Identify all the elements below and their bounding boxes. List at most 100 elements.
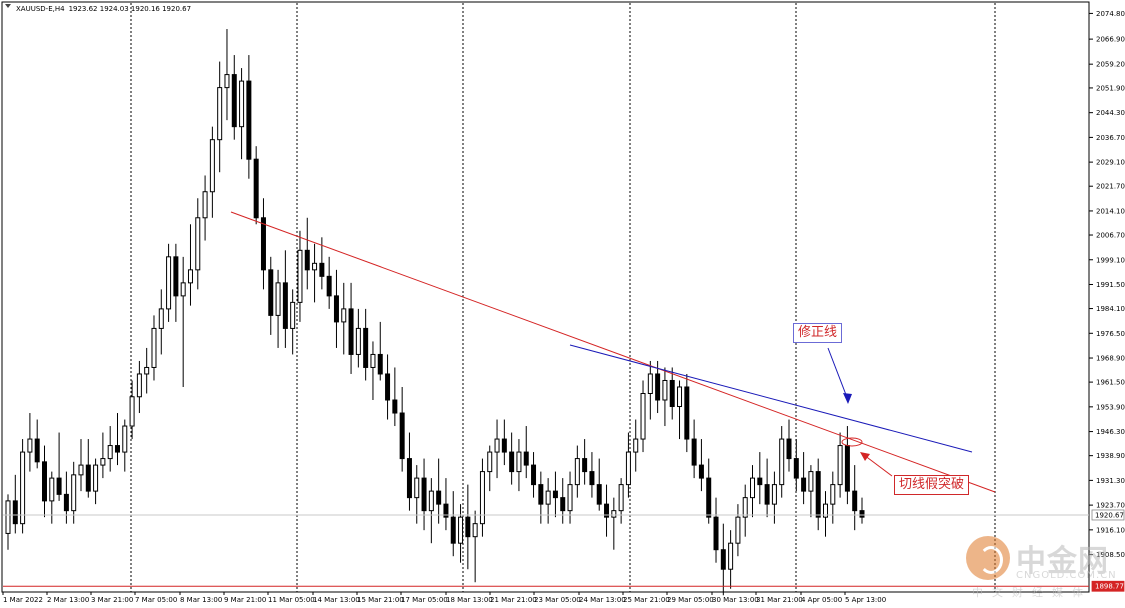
candle-body <box>655 373 661 401</box>
candle-body <box>173 256 179 297</box>
y-tick-label: 1923.70 <box>1096 502 1125 510</box>
candle-body <box>625 451 631 486</box>
candle-body <box>385 373 391 401</box>
candle-body <box>516 451 522 473</box>
candle-body <box>78 464 84 476</box>
header-symbol: XAUUSD-E,H4 <box>16 5 65 13</box>
candle-body <box>114 445 120 453</box>
candle-body <box>479 471 485 525</box>
candle-body <box>698 464 704 479</box>
candle-body <box>647 373 653 394</box>
candle-body <box>348 308 354 355</box>
candle-body <box>458 516 464 544</box>
candle-body <box>830 484 836 505</box>
x-tick-label: 7 Mar 05:00 <box>135 596 177 604</box>
y-tick-label: 1984.10 <box>1096 305 1125 313</box>
candle-body <box>662 379 668 401</box>
y-tick-label: 1953.90 <box>1096 403 1125 411</box>
candle-body <box>538 484 544 505</box>
false-breakout-label: 切线假突破 <box>894 475 970 495</box>
candle-body <box>509 451 515 473</box>
revision-arrow-head <box>843 393 852 404</box>
candle-body <box>779 438 785 486</box>
candle-body <box>472 523 478 538</box>
y-tick-label: 1916.10 <box>1096 526 1125 534</box>
y-tick-label: 1908.50 <box>1096 551 1125 559</box>
y-tick-label: 2021.70 <box>1096 183 1125 191</box>
candle-body <box>640 392 646 440</box>
candle-body <box>56 477 62 495</box>
candle-body <box>706 477 712 518</box>
candle-body <box>333 295 339 323</box>
candle-body <box>450 516 456 544</box>
x-tick-label: 15 Mar 21:00 <box>357 596 404 604</box>
candle-body <box>786 438 792 460</box>
header-ohlc: 1923.62 1924.03 1920.16 1920.67 <box>69 5 191 13</box>
x-tick-label: 29 Mar 05:00 <box>667 596 714 604</box>
candle-body <box>107 445 113 460</box>
candle-body <box>341 308 347 323</box>
candle-body <box>406 458 412 499</box>
candle-body <box>231 74 237 128</box>
candles <box>5 29 865 596</box>
candle-body <box>239 80 245 128</box>
candle-body <box>187 269 193 284</box>
candle-body <box>691 438 697 466</box>
watermark-brand: 中金网 <box>1016 544 1109 579</box>
candle-body <box>604 503 610 518</box>
candle-body <box>27 438 33 453</box>
candle-body <box>487 451 493 473</box>
y-tick-label: 1946.30 <box>1096 428 1125 436</box>
candle-body <box>764 484 770 505</box>
candle-body <box>312 262 318 271</box>
price-label-box <box>1091 580 1125 592</box>
candle-body <box>253 158 259 219</box>
candle-body <box>684 386 690 440</box>
candle-body <box>166 256 172 310</box>
x-tick-label: 9 Mar 21:00 <box>224 596 266 604</box>
candle-body <box>808 471 814 492</box>
candle-body <box>290 301 296 329</box>
y-tick-label: 1976.50 <box>1096 330 1125 338</box>
x-tick-label: 3 Mar 21:00 <box>91 596 133 604</box>
candle-body <box>326 275 332 297</box>
candle-body <box>355 327 361 355</box>
candle-body <box>363 327 369 368</box>
y-tick-label: 2044.30 <box>1096 109 1125 117</box>
candle-body <box>713 516 719 551</box>
time-axis: 1 Mar 2022 2 Mar 13:00 3 Mar 21:00 7 Mar 05… <box>2 592 886 604</box>
price-axis: 2074.80 2066.90 2059.20 2051.90 2044.30 2036.… <box>1089 10 1125 592</box>
candle-body <box>144 366 150 375</box>
watermark-domain: CNGOLD.COM.CN <box>1016 570 1117 581</box>
candle-body <box>246 80 252 160</box>
watermark-tagline: 中文财经媒体 <box>972 586 1092 599</box>
candle-body <box>122 425 128 453</box>
y-tick-label: 2014.10 <box>1096 207 1125 215</box>
candle-body <box>677 386 683 408</box>
y-tick-label: 1999.10 <box>1096 256 1125 264</box>
x-tick-label: 18 Mar 13:00 <box>446 596 493 604</box>
candle-body <box>574 458 580 486</box>
revision-line-label: 修正线 <box>793 323 843 343</box>
candle-body <box>771 484 777 505</box>
collapse-arrow-icon[interactable] <box>5 4 11 8</box>
candle-body <box>589 471 595 486</box>
candle-body <box>392 399 398 414</box>
candle-body <box>217 87 223 141</box>
candle-body <box>224 74 230 89</box>
price-label: 1898.77 <box>1095 583 1124 591</box>
candle-body <box>268 269 274 316</box>
y-tick-label: 2006.70 <box>1096 232 1125 240</box>
x-tick-label: 21 Mar 21:00 <box>490 596 537 604</box>
candle-body <box>136 373 142 398</box>
y-tick-label: 2059.20 <box>1096 61 1125 69</box>
candle-body <box>275 282 281 316</box>
candle-body <box>501 438 507 453</box>
candle-body <box>523 451 529 466</box>
candle-body <box>823 503 829 518</box>
x-tick-label: 14 Mar 13:00 <box>313 596 360 604</box>
trendlines[interactable] <box>3 211 1089 587</box>
candle-body <box>34 438 40 463</box>
revision-arrow-shaft <box>827 347 849 401</box>
